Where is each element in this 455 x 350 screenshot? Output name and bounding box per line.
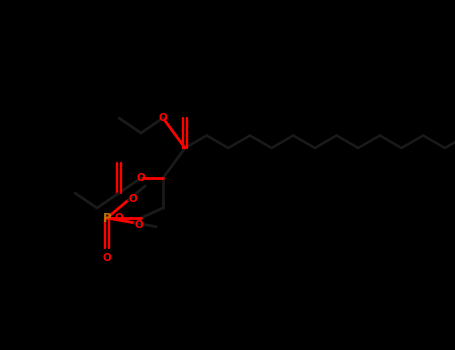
Text: O: O xyxy=(136,173,146,183)
Text: O: O xyxy=(159,113,167,123)
Text: P: P xyxy=(103,211,111,224)
Text: O: O xyxy=(115,213,123,223)
Text: O: O xyxy=(103,253,111,263)
Text: O: O xyxy=(128,194,137,204)
Text: O: O xyxy=(134,220,143,230)
